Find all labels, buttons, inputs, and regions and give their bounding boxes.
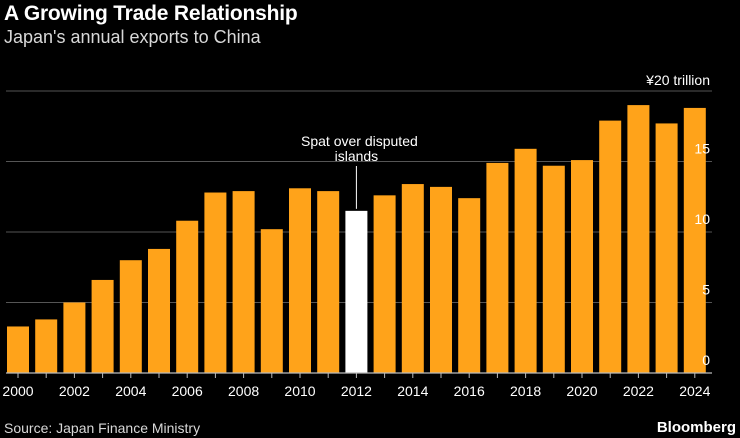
annotation: Spat over disputed islands (301, 133, 418, 209)
x-tick-label: 2024 (679, 383, 710, 399)
bar-2019 (542, 165, 565, 373)
source-note: Source: Japan Finance Ministry (4, 420, 201, 436)
bar-2016 (458, 198, 481, 373)
x-tick-label: 2012 (341, 383, 372, 399)
chart-subtitle: Japan's annual exports to China (4, 27, 261, 47)
bar-2024 (683, 107, 706, 374)
y-tick-label: ¥20 trillion (645, 72, 710, 88)
bar-2012 (345, 210, 368, 373)
y-tick-label: 15 (694, 141, 710, 157)
bar-2010 (289, 188, 311, 373)
bar-2023 (655, 123, 678, 374)
bar-2021 (599, 120, 622, 373)
bar-2004 (119, 260, 142, 373)
bar-2002 (63, 302, 86, 373)
bloomberg-logo: Bloomberg (656, 419, 736, 436)
bar-2009 (260, 229, 283, 373)
x-tick-label: 2006 (172, 383, 203, 399)
bars (7, 105, 706, 374)
x-tick-label: 2000 (2, 383, 33, 399)
bar-2001 (35, 319, 58, 373)
bar-2003 (91, 279, 114, 373)
bar-2018 (514, 148, 537, 373)
y-tick-label: 0 (702, 352, 710, 368)
bar-2017 (486, 162, 509, 373)
bar-2005 (148, 248, 170, 373)
bar-2011 (317, 191, 340, 373)
x-tick-label: 2010 (284, 383, 315, 399)
bar-2008 (232, 191, 255, 373)
y-tick-label: 10 (694, 211, 710, 227)
x-tick-label: 2002 (59, 383, 90, 399)
bar-2020 (571, 160, 593, 373)
bar-2015 (430, 186, 452, 373)
annotation-text-line1: Spat over disputed (301, 133, 418, 149)
y-axis-labels: 0 5 10 15 ¥20 trillion (645, 72, 710, 368)
x-axis: 2000 2002 2004 2006 2008 2010 2012 2014 2016 2018… (2, 372, 712, 399)
bar-2006 (176, 220, 199, 373)
bar-2014 (401, 184, 424, 373)
chart-title: A Growing Trade Relationship (4, 2, 298, 25)
x-tick-label: 2018 (510, 383, 541, 399)
x-tick-label: 2004 (115, 383, 146, 399)
bar-2013 (373, 195, 396, 373)
annotation-text-line2: islands (335, 148, 379, 164)
x-tick-label: 2016 (454, 383, 485, 399)
x-tick-label: 2022 (623, 383, 654, 399)
x-tick-label: 2014 (397, 383, 428, 399)
bar-2022 (627, 105, 650, 373)
y-tick-label: 5 (702, 282, 710, 298)
bar-2000 (7, 326, 29, 373)
x-tick-label: 2008 (228, 383, 259, 399)
bar-2007 (204, 192, 227, 373)
x-tick-label: 2020 (566, 383, 597, 399)
